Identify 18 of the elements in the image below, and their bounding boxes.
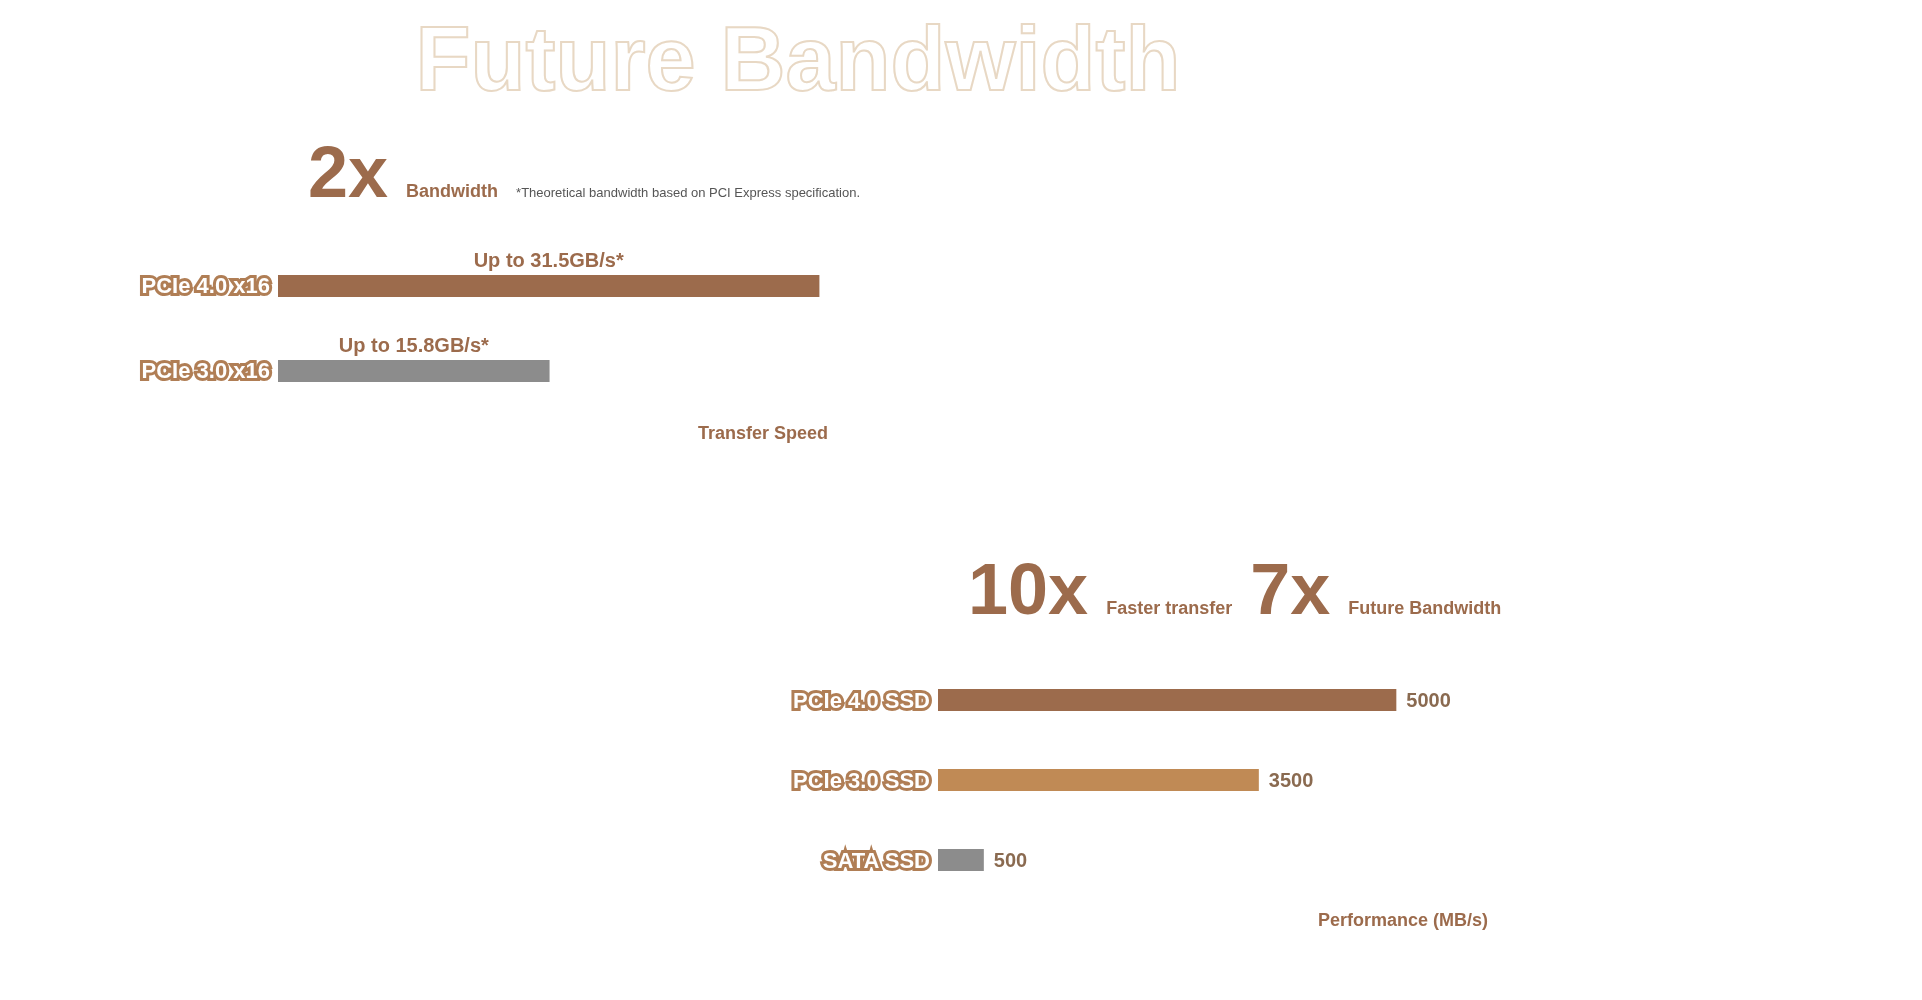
data-label: Up to 15.8GB/s* (338, 334, 490, 356)
text: 10x (968, 548, 1089, 630)
data-label: Up to 31.5GB/s* (473, 249, 624, 271)
text: 7x (1250, 548, 1331, 630)
text: Bandwidth (406, 181, 499, 202)
data-label: 5000 (1406, 689, 1451, 712)
data-label: 500 (993, 849, 1028, 872)
text: *Theoretical bandwidth based on PCI Express specification. (516, 185, 861, 200)
x-axis-title: Transfer Speed (696, 423, 829, 444)
text: 2x (308, 131, 389, 213)
data-label: 3500 (1268, 769, 1314, 792)
text: Future Bandwidth (1348, 598, 1502, 619)
x-axis-title: Performance (MB/s) (1316, 910, 1489, 931)
y-tick-label: SATA SSD (822, 847, 930, 873)
chart-title: Future Bandwidth (414, 8, 1182, 111)
y-tick-label: PCIe 4.0 SSD (793, 687, 930, 713)
text: Faster transfer (1106, 598, 1233, 619)
y-tick-label: PCIe 3.0 SSD (793, 767, 930, 793)
